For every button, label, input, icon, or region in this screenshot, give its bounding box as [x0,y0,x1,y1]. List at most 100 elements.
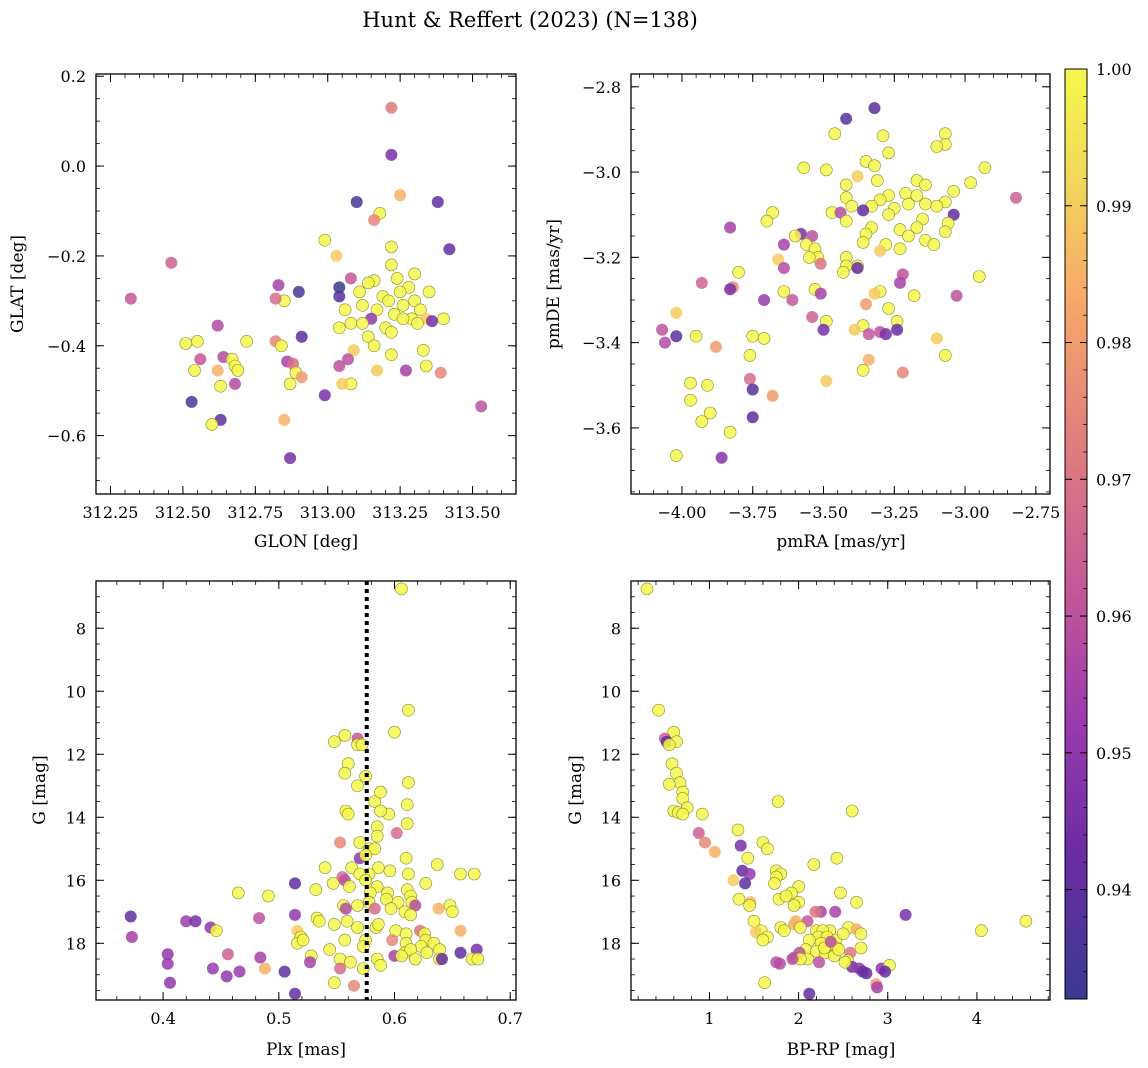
data-point [814,257,827,270]
data-point [777,285,791,298]
data-point [703,406,717,420]
data-point [374,958,387,972]
data-point [396,312,410,326]
data-point [205,418,219,431]
data-point [292,285,305,298]
data-point [919,197,932,211]
data-point [856,236,870,249]
data-point [829,905,842,918]
data-point [333,290,346,303]
data-point [309,883,323,897]
data-point [332,321,346,335]
data-point [809,905,822,918]
x-tick-label: 4 [972,1009,982,1028]
plot-frame [95,73,517,495]
data-point [454,867,467,881]
data-point [408,952,422,966]
y-tick-label: −0.2 [47,247,86,266]
y-tick-label: 18 [66,934,86,953]
x-tick-label: −3.25 [870,503,919,522]
data-point [179,337,193,350]
data-point [899,908,912,921]
data-point [124,910,137,923]
data-point [893,223,907,236]
data-point [761,842,774,856]
data-point [430,858,444,871]
data-point [689,329,703,343]
data-point [350,196,363,208]
colorbar-tick-label: 0.98 [1096,334,1132,353]
data-point [828,127,842,140]
data-point [662,738,676,752]
data-point [374,804,387,818]
data-point [760,214,774,228]
data-point [419,877,433,890]
data-point [817,323,830,336]
data-point [739,877,752,890]
data-point [347,344,360,357]
data-points [124,101,488,465]
colorbar: 0.94 0.95 0.96 0.97 0.98 0.99 1.00 [1064,60,1132,1000]
data-point [339,902,352,915]
data-point [125,931,138,943]
data-point [975,924,988,938]
data-point [882,146,895,160]
x-tick-label: 3 [883,1009,893,1028]
x-axis-label: BP-RP [mag] [787,1040,896,1060]
x-tick-label: 1 [704,1009,714,1028]
data-point [766,389,779,402]
data-point [327,735,341,749]
data-point [221,948,234,961]
data-point [368,795,382,808]
data-point [180,915,193,928]
data-point [295,371,308,384]
data-point [854,941,868,955]
data-point [741,851,755,865]
data-point [323,943,337,956]
x-tick-label: 2 [794,1009,804,1028]
data-point [338,933,352,947]
data-point [467,867,481,881]
data-point [848,323,861,336]
data-point [670,330,683,343]
data-point [385,258,398,272]
data-point [327,918,341,931]
data-point [402,867,415,881]
data-point [652,703,665,717]
data-point [824,935,837,948]
data-point [431,196,444,208]
data-point [845,804,859,818]
data-point [938,127,952,140]
data-point [370,303,384,317]
data-point [777,262,790,274]
x-tick-label: −3.75 [728,503,777,522]
y-tick-label: 18 [601,934,621,953]
data-point [669,449,683,462]
y-tick-label: 0.0 [61,157,86,176]
data-points [656,102,1022,464]
data-point [351,921,364,934]
data-point [384,902,398,915]
data-point [278,965,291,978]
data-point [385,148,398,161]
data-point [367,339,381,353]
data-point [727,874,740,887]
data-point [374,785,387,799]
x-tick-label: 313.00 [300,503,356,522]
data-point [188,364,201,377]
data-point [834,886,847,900]
data-point [436,953,448,965]
data-point [262,889,275,903]
y-axis-label: pmDE [mas/yr] [544,219,564,349]
data-point [871,981,884,994]
data-point [699,836,711,849]
data-point [414,303,427,317]
data-point [454,924,467,937]
data-point [334,836,347,849]
data-point [253,912,266,925]
data-point [832,943,846,956]
x-axis-label: GLON [deg] [254,532,358,552]
data-point [1010,191,1022,204]
y-tick-label: 0.2 [61,67,86,86]
